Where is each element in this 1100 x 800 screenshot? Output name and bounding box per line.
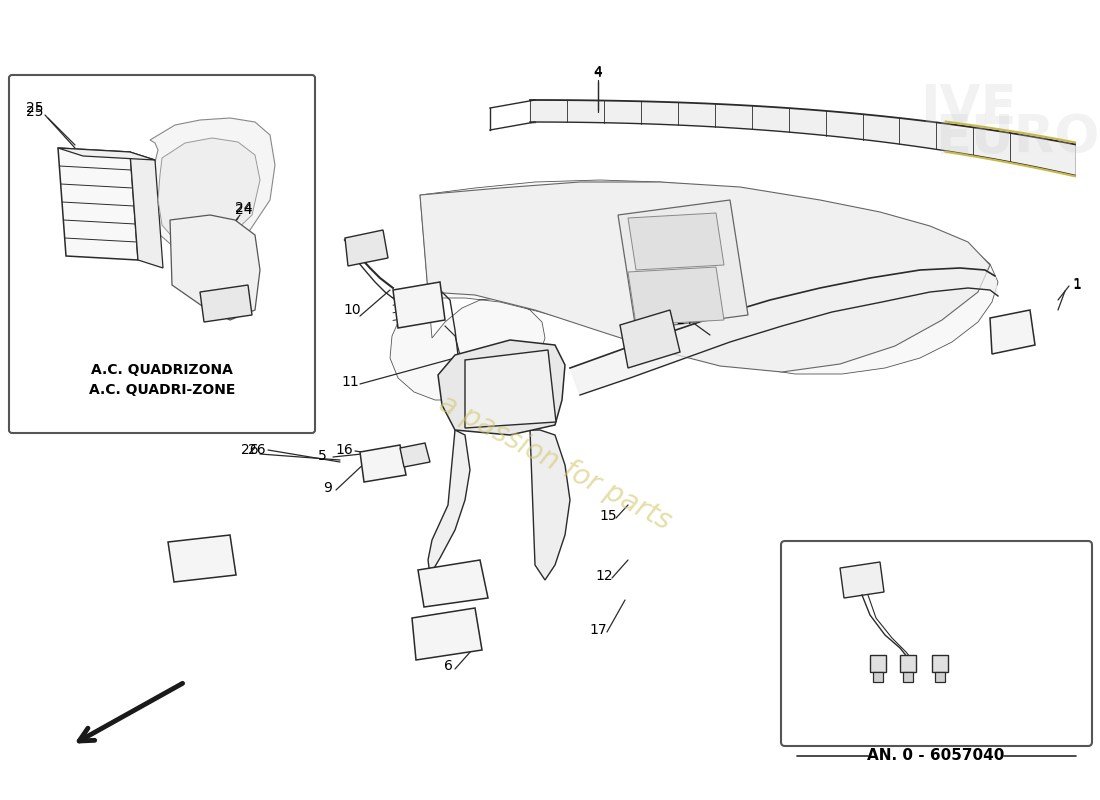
Polygon shape: [58, 148, 155, 160]
Polygon shape: [570, 268, 998, 395]
Polygon shape: [170, 215, 260, 320]
Polygon shape: [628, 267, 724, 325]
Text: 24: 24: [235, 203, 253, 217]
Polygon shape: [390, 180, 998, 400]
Text: 26: 26: [249, 443, 266, 457]
Polygon shape: [360, 445, 406, 482]
Polygon shape: [873, 672, 883, 682]
Text: 11: 11: [341, 375, 359, 389]
Text: IVE: IVE: [920, 82, 1016, 134]
Polygon shape: [400, 443, 430, 467]
Polygon shape: [935, 672, 945, 682]
Polygon shape: [530, 100, 1075, 175]
Text: 12: 12: [595, 569, 613, 583]
Polygon shape: [620, 310, 680, 368]
Polygon shape: [393, 282, 446, 328]
Text: 14: 14: [675, 313, 693, 327]
FancyBboxPatch shape: [9, 75, 315, 433]
Polygon shape: [628, 213, 724, 270]
Text: 4: 4: [594, 66, 603, 80]
Text: 24: 24: [235, 201, 253, 215]
Polygon shape: [130, 152, 163, 268]
Polygon shape: [58, 148, 138, 260]
Polygon shape: [840, 562, 884, 598]
Polygon shape: [345, 230, 388, 266]
FancyBboxPatch shape: [781, 541, 1092, 746]
Text: 16: 16: [336, 443, 353, 457]
Polygon shape: [990, 310, 1035, 354]
Text: 25: 25: [26, 105, 44, 119]
Text: 17: 17: [590, 623, 607, 637]
Polygon shape: [932, 655, 948, 672]
Text: EUROMOT: EUROMOT: [935, 112, 1100, 164]
Polygon shape: [465, 350, 556, 428]
Text: 1: 1: [1072, 278, 1081, 292]
Polygon shape: [420, 182, 990, 372]
Polygon shape: [200, 285, 252, 322]
Text: 15: 15: [600, 509, 617, 523]
Polygon shape: [618, 200, 748, 330]
Text: 5: 5: [318, 449, 327, 463]
Text: 8: 8: [936, 691, 945, 705]
Polygon shape: [145, 118, 275, 255]
Text: 1: 1: [1072, 277, 1081, 291]
Polygon shape: [158, 138, 260, 248]
Text: 4: 4: [594, 65, 603, 79]
Polygon shape: [168, 535, 236, 582]
Polygon shape: [412, 608, 482, 660]
Text: 25: 25: [26, 101, 44, 115]
Text: A.C. QUADRIZONA: A.C. QUADRIZONA: [91, 363, 233, 377]
Polygon shape: [438, 340, 565, 435]
Text: AN. 0 - 6057040: AN. 0 - 6057040: [867, 749, 1004, 763]
Text: 27: 27: [900, 691, 916, 705]
Polygon shape: [418, 560, 488, 607]
Text: 9: 9: [323, 481, 332, 495]
Text: a passion for parts: a passion for parts: [434, 389, 676, 535]
Text: 10: 10: [343, 303, 361, 317]
Polygon shape: [530, 430, 570, 580]
Text: 6: 6: [443, 659, 452, 673]
Text: 28: 28: [869, 691, 887, 705]
Polygon shape: [870, 655, 886, 672]
Text: 26: 26: [241, 443, 258, 457]
Polygon shape: [900, 655, 916, 672]
Polygon shape: [903, 672, 913, 682]
Polygon shape: [428, 430, 470, 575]
Text: A.C. QUADRI-ZONE: A.C. QUADRI-ZONE: [89, 383, 235, 397]
